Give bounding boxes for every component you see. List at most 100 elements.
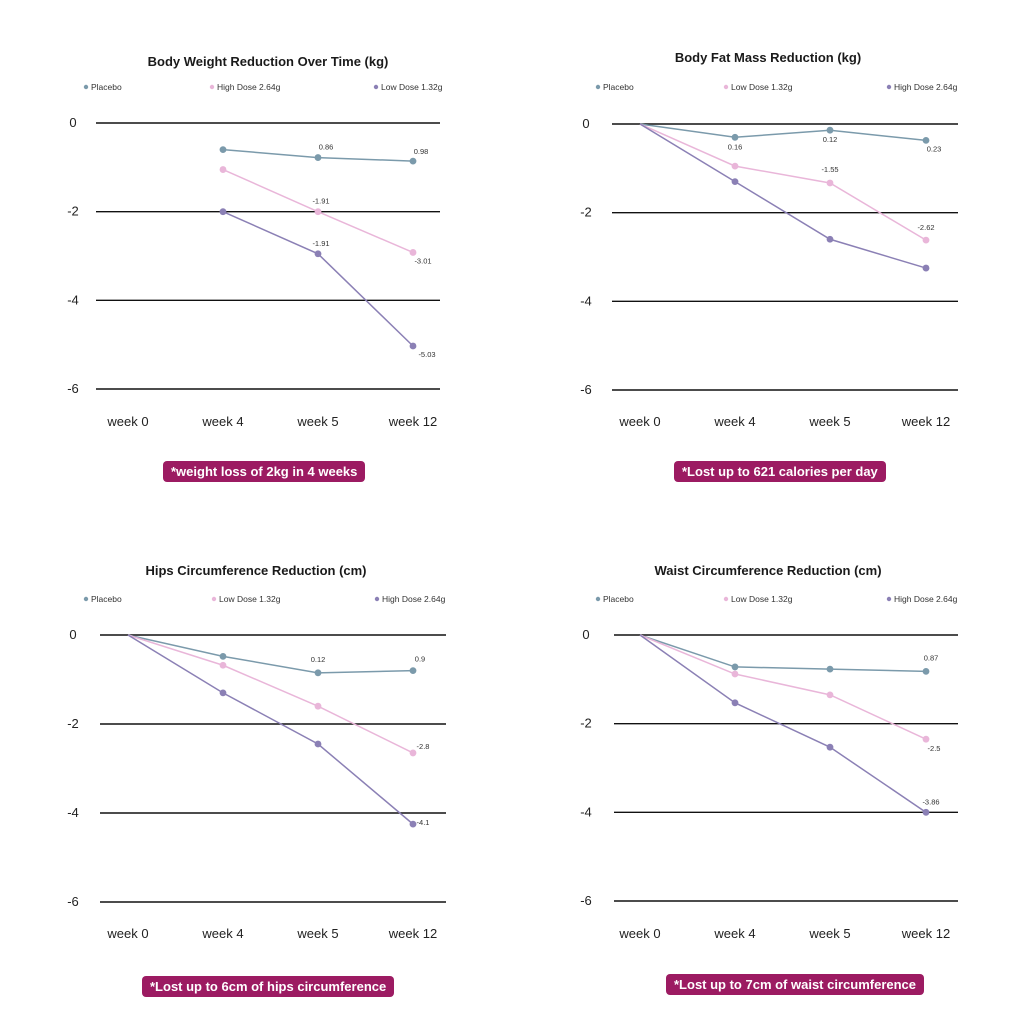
chart-title: Hips Circumference Reduction (cm): [145, 563, 366, 578]
data-point: [731, 178, 739, 186]
legend-entry: Low Dose 1.32g: [219, 594, 281, 604]
legend-marker: [595, 596, 601, 602]
chart-title: Body Fat Mass Reduction (kg): [675, 50, 861, 65]
x-tick-label: week 5: [808, 414, 850, 429]
data-point: [731, 670, 739, 678]
chart-note-3: *Lost up to 7cm of waist circumference: [666, 974, 925, 995]
series-line-1: [127, 634, 414, 754]
y-tick-label: -4: [67, 805, 79, 820]
y-tick-label: 0: [582, 627, 589, 642]
data-label: 0.9: [415, 655, 425, 664]
data-label: 0.12: [823, 135, 838, 144]
data-label: 0.87: [924, 653, 939, 662]
series-line-0: [639, 634, 927, 673]
y-tick-label: 0: [69, 115, 76, 130]
data-point: [409, 820, 417, 828]
series-line-1: [639, 634, 927, 740]
x-tick-label: week 5: [296, 926, 338, 941]
series-line-2: [127, 634, 414, 825]
series-line-2: [639, 123, 927, 269]
data-point: [409, 249, 417, 256]
data-point: [219, 146, 227, 154]
chart-title: Waist Circumference Reduction (cm): [654, 563, 881, 578]
legend-marker: [595, 84, 601, 90]
data-point: [826, 126, 834, 134]
x-tick-label: week 4: [201, 926, 243, 941]
series-line-1: [639, 123, 927, 241]
data-point: [409, 749, 417, 757]
x-tick-label: week 0: [618, 414, 660, 429]
chart-note-1: *Lost up to 621 calories per day: [674, 461, 886, 482]
legend-marker: [83, 84, 89, 90]
legend-entry: Placebo: [603, 82, 634, 92]
data-point: [314, 740, 322, 748]
y-tick-label: 0: [69, 627, 76, 642]
legend-marker: [209, 84, 215, 90]
data-point: [314, 669, 322, 677]
x-tick-label: week 4: [713, 926, 755, 941]
legend-entry: High Dose 2.64g: [382, 594, 446, 604]
data-point: [314, 208, 322, 216]
data-point: [922, 264, 930, 272]
y-tick-label: -2: [67, 204, 79, 219]
data-point: [409, 667, 417, 674]
data-label: 0.12: [311, 655, 326, 664]
data-label: 0.16: [728, 142, 743, 151]
legend-marker: [374, 596, 380, 602]
y-tick-label: -4: [580, 293, 592, 308]
series-line-2: [639, 634, 927, 813]
data-point: [922, 808, 930, 816]
chart-panel-3: Waist Circumference Reduction (cm) Placeb…: [580, 563, 958, 941]
data-point: [922, 137, 930, 144]
data-point: [826, 743, 834, 751]
x-tick-label: week 5: [296, 414, 338, 429]
data-point: [826, 665, 834, 673]
x-tick-label: week 0: [106, 926, 148, 941]
data-label: -1.91: [312, 239, 329, 248]
legend-entry: Placebo: [91, 594, 122, 604]
chart-panel-2: Hips Circumference Reduction (cm) Placebo…: [67, 563, 446, 941]
legend-entry: Placebo: [91, 82, 122, 92]
y-tick-label: -6: [580, 382, 592, 397]
y-tick-label: -4: [580, 804, 592, 819]
data-point: [219, 652, 227, 660]
y-tick-label: -2: [580, 205, 592, 220]
chart-note-0: *weight loss of 2kg in 4 weeks: [163, 461, 366, 482]
data-label: -1.55: [821, 165, 838, 174]
x-tick-label: week 0: [618, 926, 660, 941]
chart-title: Body Weight Reduction Over Time (kg): [148, 54, 389, 69]
legend-entry: High Dose 2.64g: [217, 82, 281, 92]
legend-marker: [373, 84, 379, 90]
data-point: [219, 208, 227, 216]
data-point: [826, 235, 834, 243]
data-label: -3.01: [414, 256, 431, 265]
data-point: [219, 661, 227, 669]
legend-marker: [886, 596, 892, 602]
y-tick-label: -6: [580, 893, 592, 908]
data-point: [922, 735, 930, 743]
x-tick-label: week 12: [901, 926, 950, 941]
chart-panel-0: Body Weight Reduction Over Time (kg) Plac…: [67, 54, 442, 429]
data-point: [922, 236, 930, 244]
data-label: 0.98: [414, 147, 429, 156]
legend-marker: [723, 84, 729, 90]
y-tick-label: -2: [580, 716, 592, 731]
data-point: [314, 702, 322, 710]
y-tick-label: -2: [67, 716, 79, 731]
data-point: [826, 179, 834, 187]
data-point: [731, 663, 739, 671]
data-point: [922, 667, 930, 675]
data-label: -4.1: [417, 818, 430, 827]
x-tick-label: week 12: [388, 926, 437, 941]
x-tick-label: week 5: [808, 926, 850, 941]
data-label: -1.91: [312, 197, 329, 206]
legend-entry: Low Dose 1.32g: [731, 594, 793, 604]
data-point: [731, 699, 739, 707]
x-tick-label: week 4: [201, 414, 243, 429]
data-label: -3.86: [922, 797, 939, 806]
legend-entry: Low Dose 1.32g: [381, 82, 443, 92]
data-point: [314, 154, 322, 161]
data-point: [409, 157, 417, 165]
x-tick-label: week 4: [713, 414, 755, 429]
